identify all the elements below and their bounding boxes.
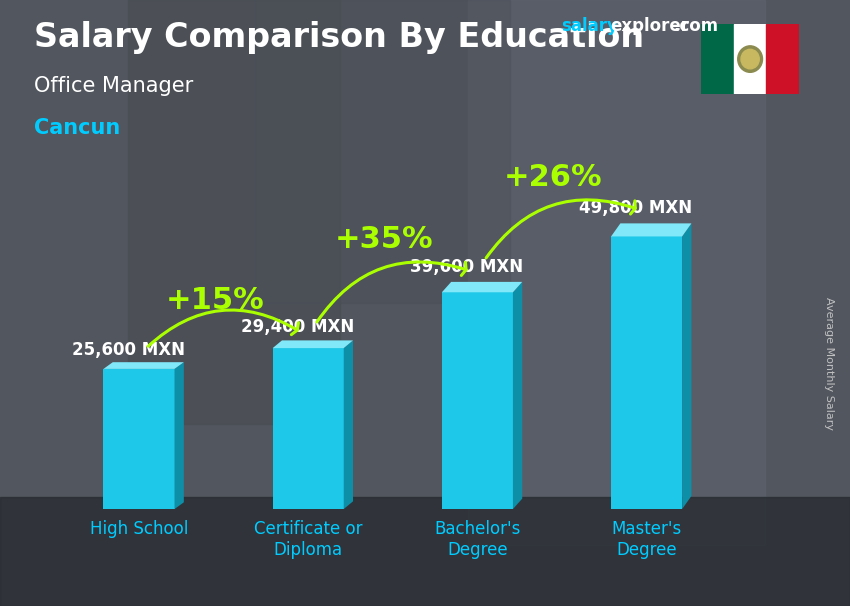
Text: explorer: explorer	[610, 17, 689, 35]
Text: Cancun: Cancun	[34, 118, 120, 138]
Bar	[0, 497, 850, 606]
Circle shape	[738, 46, 762, 72]
Bar	[128, 0, 340, 424]
Polygon shape	[273, 341, 353, 348]
Text: +26%: +26%	[504, 163, 603, 192]
Polygon shape	[683, 224, 691, 509]
Polygon shape	[174, 362, 184, 509]
Bar	[611, 236, 683, 509]
Text: 49,800 MXN: 49,800 MXN	[580, 199, 693, 216]
Text: +35%: +35%	[335, 225, 434, 253]
Text: 25,600 MXN: 25,600 MXN	[72, 341, 184, 359]
Bar	[273, 348, 343, 509]
Polygon shape	[513, 282, 522, 509]
Polygon shape	[442, 282, 522, 292]
Text: 39,600 MXN: 39,600 MXN	[411, 259, 524, 276]
Polygon shape	[611, 224, 691, 236]
Text: Office Manager: Office Manager	[34, 76, 193, 96]
Text: Average Monthly Salary: Average Monthly Salary	[824, 297, 834, 430]
Bar	[767, 24, 799, 94]
Text: Salary Comparison By Education: Salary Comparison By Education	[34, 21, 644, 54]
Text: salary: salary	[561, 17, 618, 35]
Polygon shape	[104, 362, 184, 369]
Bar	[734, 24, 767, 94]
Text: 29,400 MXN: 29,400 MXN	[241, 318, 354, 336]
Bar	[104, 369, 174, 509]
Bar	[442, 292, 513, 509]
Circle shape	[741, 49, 759, 69]
Bar	[255, 0, 510, 303]
Polygon shape	[343, 341, 353, 509]
Bar	[701, 24, 734, 94]
Text: .com: .com	[673, 17, 718, 35]
Text: +15%: +15%	[166, 286, 264, 315]
Bar	[468, 0, 765, 545]
